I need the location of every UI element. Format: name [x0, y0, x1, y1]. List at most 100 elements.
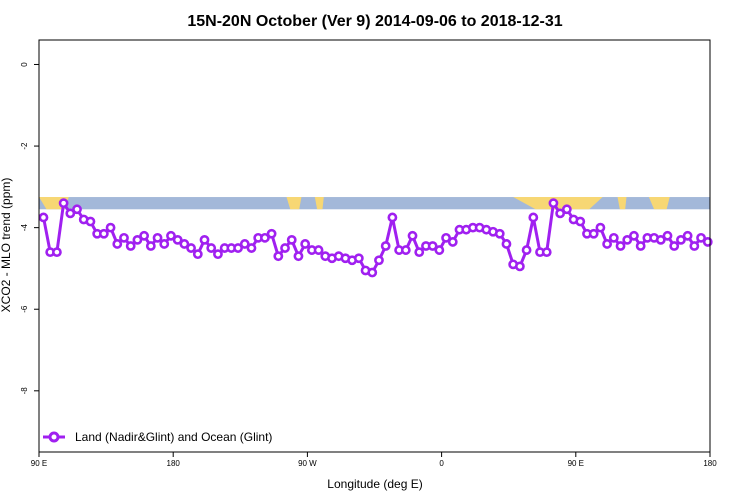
data-point [528, 212, 539, 223]
data-point [139, 230, 150, 241]
y-tick-label: 0 [20, 62, 29, 67]
data-point [300, 239, 311, 249]
data-point [662, 230, 673, 241]
data-point [192, 249, 203, 260]
data-point [38, 212, 49, 223]
data-point [266, 228, 277, 239]
x-axis-label: Longitude (deg E) [327, 477, 422, 491]
data-point [119, 232, 129, 243]
y-axis: 0 -2 -4 -6 -8 [20, 62, 39, 395]
legend-marker [48, 431, 60, 443]
data-point [676, 234, 686, 245]
chart-title: 15N-20N October (Ver 9) 2014-09-06 to 20… [187, 13, 562, 30]
data-point [260, 232, 270, 243]
land-segment [617, 197, 627, 210]
data-point [669, 241, 680, 251]
data-point [280, 243, 290, 253]
data-point [501, 239, 512, 249]
x-tick-label: 90 W [298, 459, 317, 468]
data-point [246, 243, 257, 253]
data-point [152, 232, 163, 243]
data-point [65, 208, 76, 219]
x-tick-label: 180 [703, 459, 717, 468]
data-point [521, 245, 532, 255]
data-point [374, 255, 384, 266]
data-point [125, 241, 136, 251]
plot-frame [38, 39, 711, 453]
data-point [293, 251, 304, 262]
x-tick-label: 180 [167, 459, 181, 468]
data-point [233, 243, 243, 253]
data-point [273, 251, 284, 262]
data-point [494, 228, 505, 239]
data-point [514, 261, 525, 272]
data-point [159, 239, 170, 249]
data-point [608, 232, 619, 243]
land-ocean-strip [39, 197, 710, 210]
data-point [427, 241, 438, 251]
data-point [199, 234, 210, 245]
data-point [602, 239, 613, 249]
legend-label: Land (Nadir&Glint) and Ocean (Glint) [75, 430, 272, 444]
x-tick-label: 90 E [568, 459, 584, 468]
data-point [367, 267, 378, 278]
data-point [689, 241, 700, 251]
data-point [72, 204, 82, 215]
data-point [132, 234, 143, 245]
data-point [595, 222, 606, 233]
x-tick-label: 0 [439, 459, 444, 468]
data-point [400, 245, 411, 255]
y-axis-label: XCO2 - MLO trend (ppm) [0, 178, 13, 313]
series-layer [38, 198, 713, 278]
data-point [58, 198, 69, 209]
data-point [541, 247, 552, 258]
data-point [655, 234, 666, 245]
y-tick-label: -6 [20, 305, 29, 313]
data-point [98, 228, 109, 239]
data-point [313, 245, 324, 255]
y-tick-label: -8 [20, 387, 29, 395]
data-point [186, 243, 196, 253]
data-point [555, 208, 566, 219]
data-point [682, 230, 693, 241]
y-tick-label: -4 [20, 224, 29, 232]
legend: Land (Nadir&Glint) and Ocean (Glint) [43, 430, 272, 444]
data-point [85, 216, 96, 227]
data-point [622, 234, 633, 245]
data-point [387, 212, 398, 223]
data-point [548, 198, 559, 209]
land-segment [314, 197, 324, 210]
x-axis: 90 E 180 90 W 0 90 E 180 [31, 452, 717, 468]
data-point [434, 245, 445, 255]
data-point [179, 239, 190, 249]
data-point [615, 241, 626, 251]
data-point [239, 239, 250, 249]
y-tick-label: -2 [20, 142, 29, 150]
data-point [380, 241, 391, 251]
data-point [213, 249, 223, 260]
data-point [561, 204, 572, 215]
data-point [575, 216, 586, 227]
data-point [145, 241, 156, 251]
land-segment [648, 197, 670, 210]
land-segment [286, 197, 302, 210]
data-point [407, 230, 418, 241]
data-point [441, 232, 451, 243]
data-point [696, 232, 706, 243]
data-point [629, 230, 639, 241]
data-point [105, 222, 116, 233]
data-point [635, 241, 646, 251]
data-point [166, 230, 176, 241]
data-point [112, 239, 123, 249]
ocean-band [39, 197, 710, 210]
data-point [353, 253, 364, 264]
data-point [286, 234, 297, 245]
data-point [414, 247, 425, 258]
data-point [588, 228, 599, 239]
data-point [172, 234, 183, 245]
data-point [447, 237, 458, 247]
x-tick-label: 90 E [31, 459, 47, 468]
data-point [206, 243, 217, 253]
data-point [51, 247, 62, 258]
